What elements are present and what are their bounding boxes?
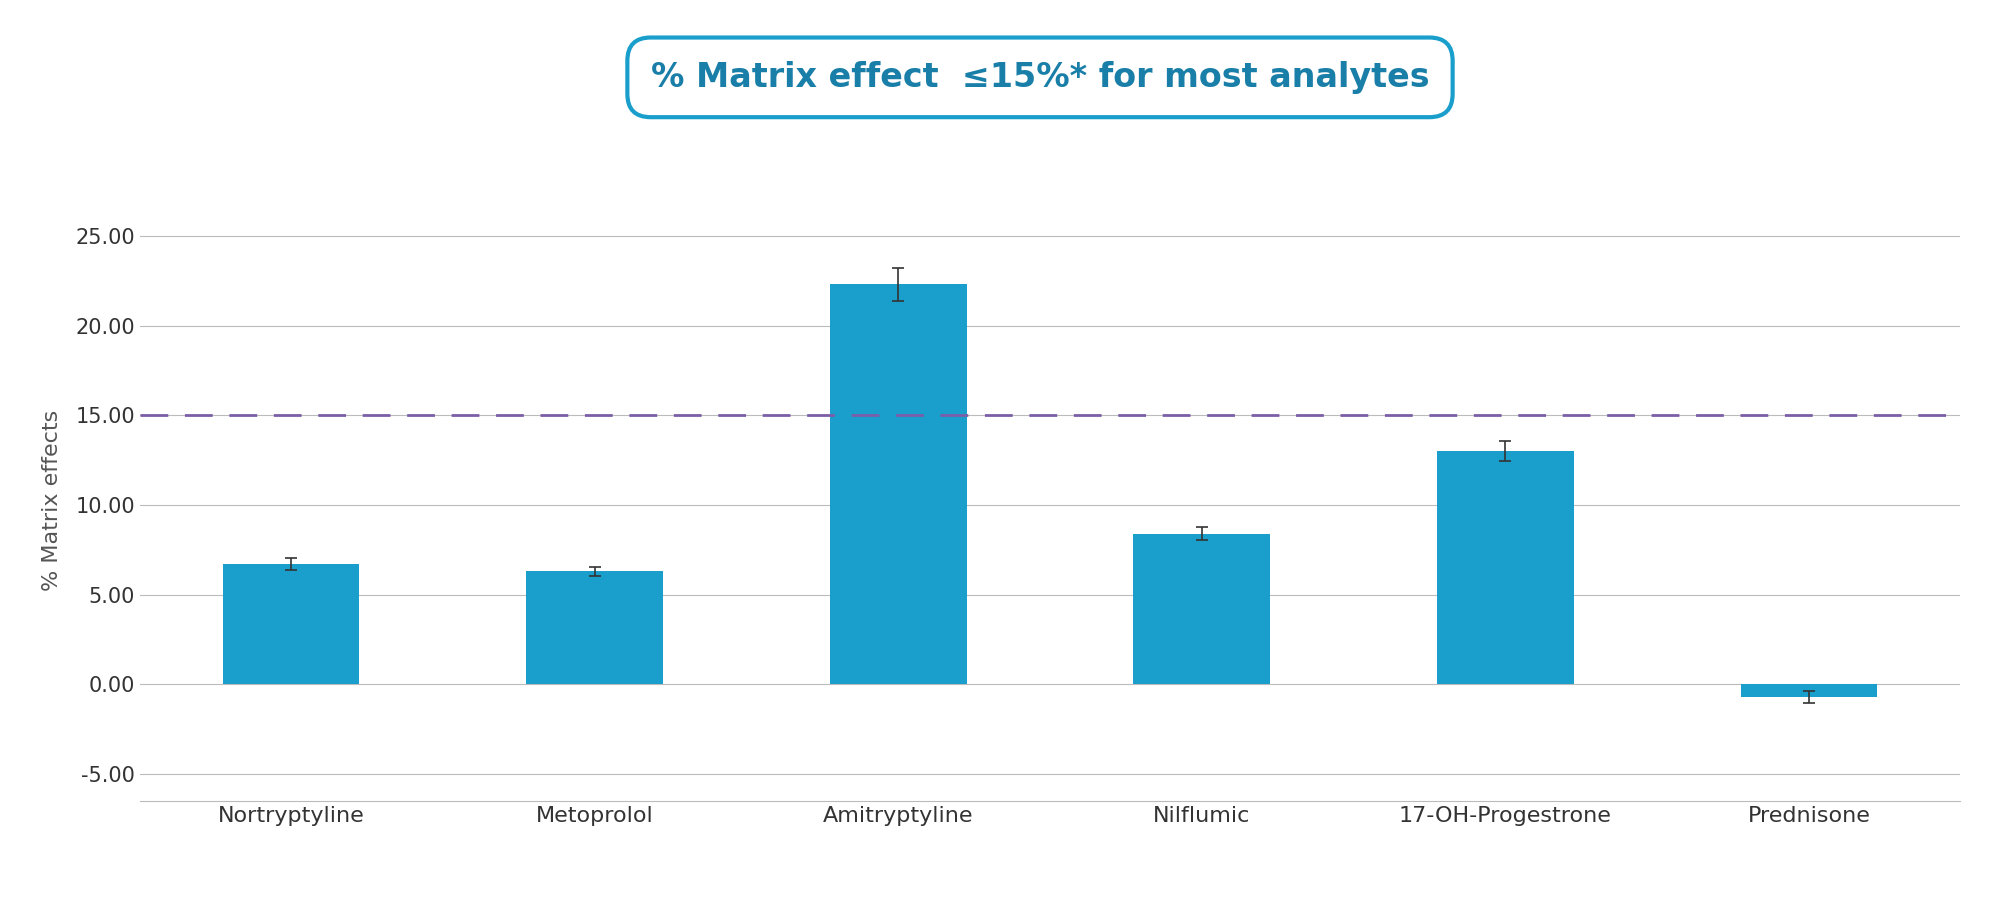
Bar (830, 285, 966, 684)
Bar (1438, 451, 1574, 684)
Bar (1134, 533, 1270, 684)
Bar (1740, 684, 1878, 697)
Text: % Matrix effect  ≤15%* for most analytes: % Matrix effect ≤15%* for most analytes (650, 61, 1430, 94)
Y-axis label: % Matrix effects: % Matrix effects (42, 410, 62, 592)
Bar (222, 564, 360, 684)
Bar (526, 571, 662, 684)
